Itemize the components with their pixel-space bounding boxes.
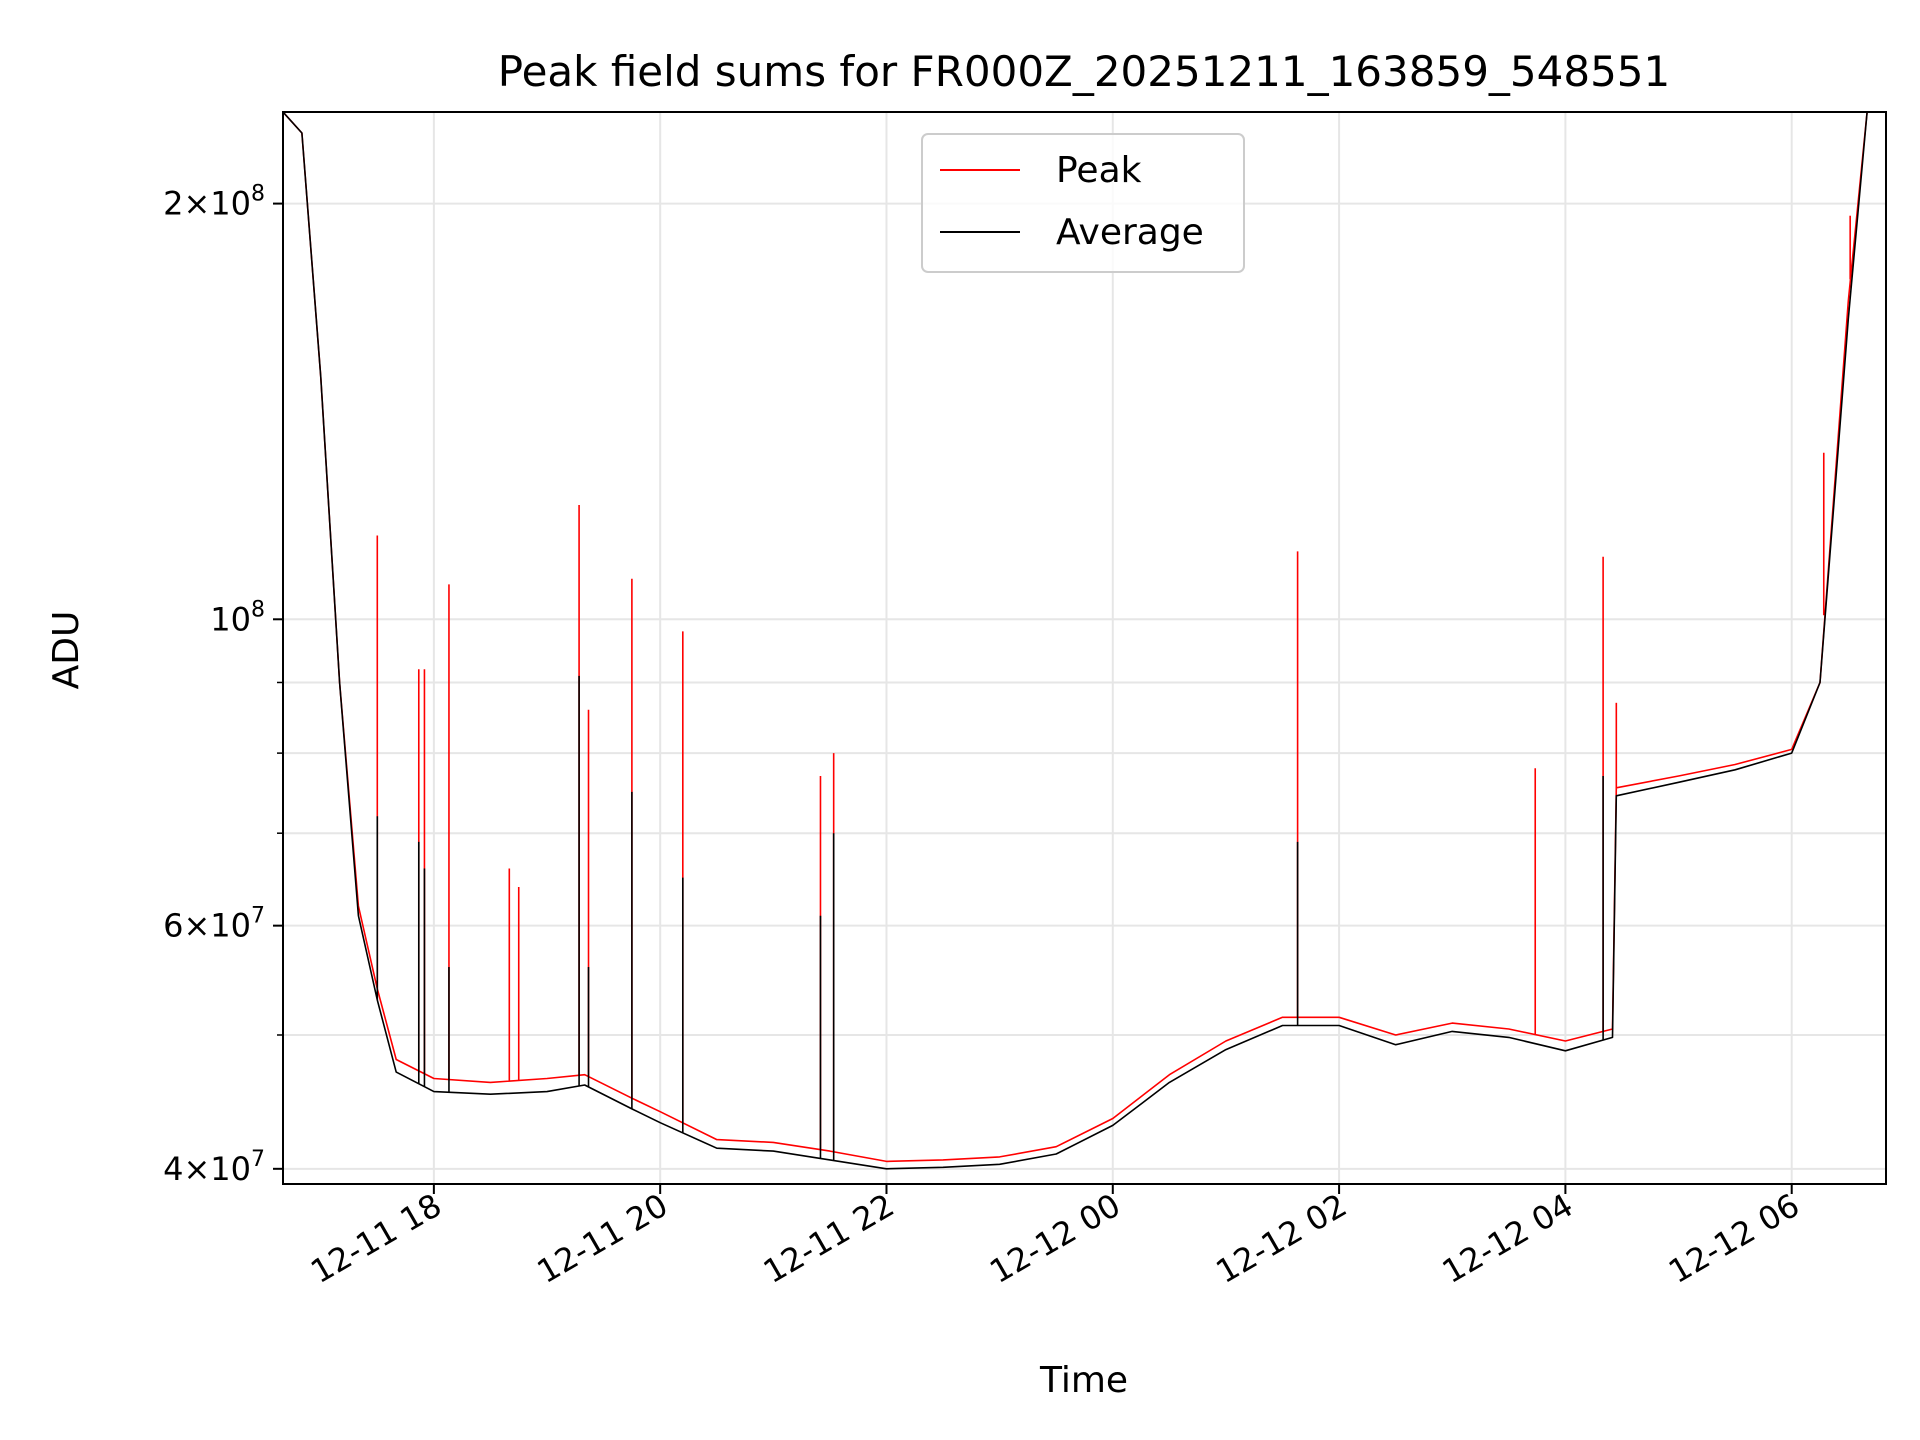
y-axis-label: ADU: [46, 611, 87, 690]
series-layer: [283, 112, 1886, 1170]
y-tick-label: 4×107: [163, 1147, 265, 1188]
series-line-average: [283, 112, 1886, 1170]
x-axis-label: Time: [1039, 1360, 1128, 1401]
y-tick-label: 108: [210, 597, 265, 638]
y-tick-label: 2×108: [163, 182, 265, 223]
legend-label-peak: Peak: [1056, 150, 1142, 191]
chart-title: Peak field sums for FR000Z_20251211_1638…: [498, 47, 1671, 96]
plot-frame: [282, 111, 1887, 1185]
legend-box: [921, 133, 1245, 273]
legend-label-average: Average: [1056, 212, 1204, 253]
legend: Peak Average: [921, 133, 1245, 273]
series-line-peak: [283, 112, 1886, 1163]
y-tick-label: 6×107: [163, 904, 265, 945]
